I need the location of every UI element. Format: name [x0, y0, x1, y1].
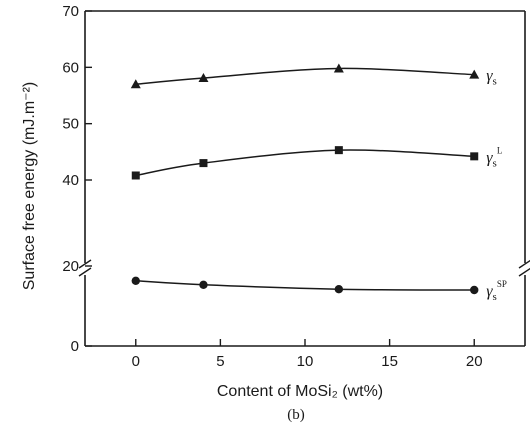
data-point-circle	[131, 276, 140, 285]
data-point-square	[334, 146, 343, 155]
y-tick-label: 20	[62, 258, 79, 275]
y-axis-label: Surface free energy (mJ.m⁻²)	[21, 82, 38, 291]
y-tick-label: 70	[62, 3, 79, 20]
data-point-square	[470, 152, 479, 161]
data-point-circle	[199, 280, 208, 289]
y-tick-label: 0	[71, 338, 79, 355]
right-axis-break-mark	[518, 259, 530, 269]
x-tick-label: 10	[297, 353, 314, 370]
data-point-square	[131, 171, 140, 180]
y-tick-label: 50	[62, 116, 79, 133]
x-axis-label: Content of MoSi₂ (wt%)	[217, 383, 383, 400]
x-tick-label: 15	[381, 353, 398, 370]
data-point-circle	[334, 285, 344, 294]
series-label: γsSP	[486, 279, 507, 303]
data-point-triangle	[469, 69, 480, 79]
series-label: γsL	[486, 145, 502, 169]
panel-label: (b)	[287, 407, 305, 423]
x-tick-label: 0	[132, 353, 140, 370]
series-triangle	[130, 63, 480, 89]
series-layer	[130, 63, 480, 295]
x-tick-label: 20	[466, 353, 483, 370]
y-axis-break-mark	[78, 259, 92, 269]
series-line	[135, 67, 475, 85]
series-label: γs	[486, 68, 497, 88]
data-point-triangle	[130, 79, 141, 89]
x-tick-label: 5	[216, 353, 224, 370]
ticks: 0 20 40 50 60 70 0 5 10 15 20	[62, 3, 482, 370]
series-circle	[131, 276, 479, 295]
data-point-triangle	[198, 73, 209, 83]
y-tick-label: 60	[62, 59, 79, 76]
y-tick-label: 40	[62, 172, 79, 189]
series-square	[131, 146, 479, 180]
right-axis-break-mark	[518, 267, 530, 277]
axes	[78, 10, 530, 347]
data-point-triangle	[333, 63, 344, 73]
data-point-circle	[470, 285, 479, 295]
series-line	[135, 149, 475, 177]
y-axis-break-mark	[78, 267, 92, 277]
series-line	[135, 280, 475, 291]
series-labels: γs γsL γsSP	[486, 68, 507, 303]
data-point-square	[199, 159, 208, 168]
